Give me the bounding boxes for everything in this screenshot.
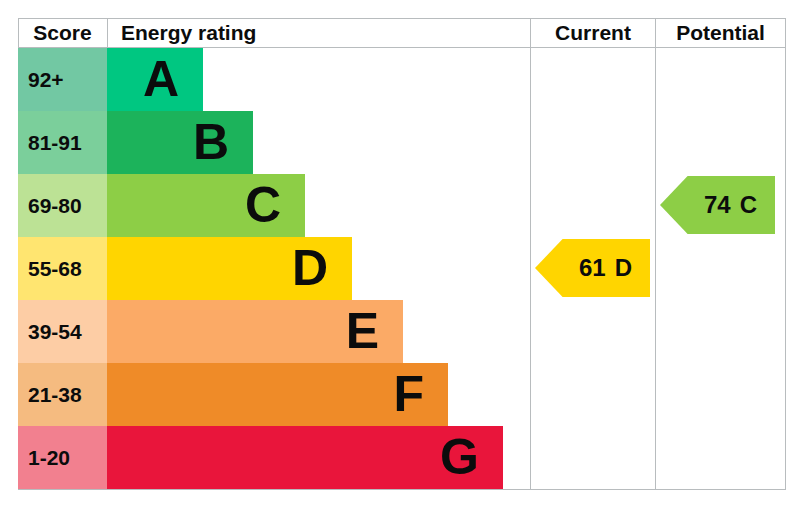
current-column-header: Current <box>531 18 655 48</box>
potential-column-border <box>655 18 656 490</box>
table-border-bottom <box>18 489 786 490</box>
score-range-c: 69-80 <box>18 174 107 237</box>
score-range-g: 1-20 <box>18 426 107 489</box>
score-range-d: 55-68 <box>18 237 107 300</box>
potential-rating-score: 74 <box>704 191 731 219</box>
score-column-header: Score <box>18 18 107 48</box>
potential-rating-arrow: 74 C <box>660 176 775 234</box>
band-bar-c: C <box>107 174 305 237</box>
potential-rating-letter: C <box>740 191 757 219</box>
epc-rating-chart: Score Energy rating Current Potential 92… <box>0 0 812 510</box>
score-range-a: 92+ <box>18 48 107 111</box>
potential-column-header: Potential <box>656 18 785 48</box>
current-rating-arrow: 61 D <box>535 239 650 297</box>
band-bar-a: A <box>107 48 203 111</box>
current-rating-score: 61 <box>579 254 606 282</box>
band-bar-g: G <box>107 426 503 489</box>
current-rating-letter: D <box>615 254 632 282</box>
score-column-divider <box>107 18 108 48</box>
energy-rating-header: Energy rating <box>121 18 256 48</box>
band-bar-b: B <box>107 111 253 174</box>
band-bar-d: D <box>107 237 352 300</box>
score-range-f: 21-38 <box>18 363 107 426</box>
band-bar-e: E <box>107 300 403 363</box>
score-range-b: 81-91 <box>18 111 107 174</box>
current-column-border <box>530 18 531 490</box>
band-bar-f: F <box>107 363 448 426</box>
table-border-right <box>785 18 786 490</box>
score-range-e: 39-54 <box>18 300 107 363</box>
